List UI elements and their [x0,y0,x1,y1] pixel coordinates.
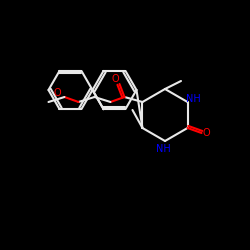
Text: NH: NH [156,144,170,154]
Text: O: O [203,128,210,138]
Text: O: O [54,88,61,98]
Text: O: O [112,74,119,84]
Text: NH: NH [186,94,201,104]
